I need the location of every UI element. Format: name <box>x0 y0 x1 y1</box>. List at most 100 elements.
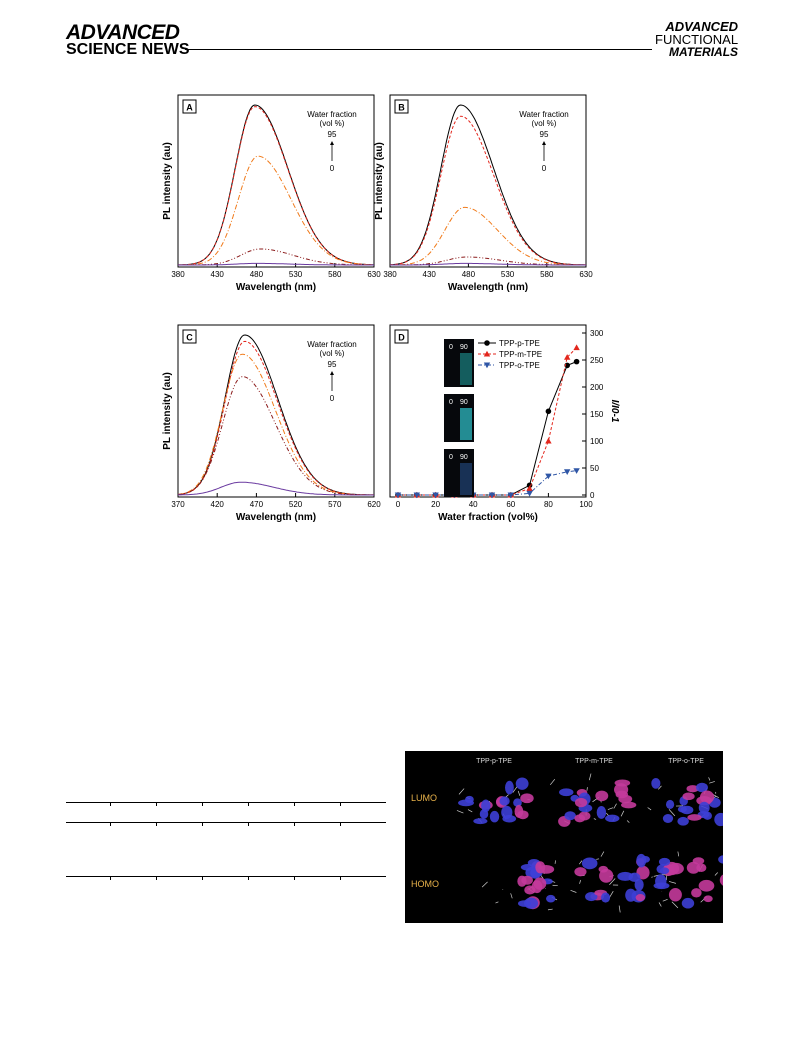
vial-label-90: 90 <box>460 344 468 351</box>
pl-curve-0 <box>178 481 374 496</box>
orbital-lobe <box>668 888 682 902</box>
orbital-lobe <box>489 810 500 823</box>
orbital-lobe <box>481 799 491 813</box>
orbital-lobe <box>680 805 694 815</box>
x-tick-label: 480 <box>250 270 264 279</box>
bond <box>613 803 617 809</box>
bond <box>709 781 715 784</box>
x-tick-label: 480 <box>462 270 476 279</box>
x-axis-label: Wavelength (nm) <box>448 282 528 293</box>
panel-c: C 370 420 470 520 570 620 Wavelength (nm) PL int… <box>162 324 381 523</box>
col-label-p: TPP-p-TPE <box>476 758 512 765</box>
header-science-news: SCIENCE NEWS <box>66 41 190 58</box>
pl-curve-95 <box>389 104 586 266</box>
data-point-o <box>488 492 496 499</box>
pl-curve-70 <box>390 256 586 266</box>
bond <box>658 902 662 907</box>
vial-glow <box>460 463 472 495</box>
orbital-lobe <box>682 792 695 801</box>
bond <box>600 851 605 857</box>
orbital-lobe <box>533 877 547 890</box>
legend-marker <box>483 350 491 357</box>
data-point-o <box>507 492 514 499</box>
panel-a: A 380 430 480 530 580 630 Wavelength (nm) PL int… <box>162 94 381 293</box>
table-rule-bottom <box>66 876 386 880</box>
panel-letter: C <box>186 333 193 343</box>
x-tick-label: 380 <box>383 270 397 279</box>
pl-curve-80 <box>389 206 586 266</box>
legend-unit: (vol %) <box>320 349 345 358</box>
orbital-lobe <box>692 857 705 865</box>
orbital-lobe <box>698 801 710 814</box>
x-tick-label: 630 <box>579 270 593 279</box>
bond <box>579 879 581 884</box>
legend-marker <box>484 340 490 346</box>
bond <box>512 785 518 793</box>
vial-glow <box>460 408 472 440</box>
bond <box>708 777 711 781</box>
bond <box>668 881 677 884</box>
orbital-lobe <box>703 811 712 820</box>
col-label-o: TPP-o-TPE <box>668 758 704 765</box>
orbital-lobe <box>505 780 514 795</box>
bond <box>467 809 473 813</box>
orbital-lobe <box>605 814 620 823</box>
legend-marker <box>483 362 491 369</box>
pl-curve-90 <box>389 115 586 266</box>
orbital-lobe <box>513 798 522 807</box>
bond <box>626 820 630 823</box>
header-advanced: ADVANCED <box>66 21 180 44</box>
legend-top: 95 <box>328 360 337 369</box>
row-label-homo: HOMO <box>411 879 439 889</box>
orbital-lobe <box>574 797 588 808</box>
bond <box>651 876 653 878</box>
bond <box>668 809 676 817</box>
orbital-lobe <box>714 812 723 827</box>
orbital-lobe <box>465 795 474 804</box>
orbital-lobe <box>574 867 587 877</box>
orbital-lobe <box>703 895 713 903</box>
plot-frame <box>177 94 375 268</box>
orbital-lobe <box>517 810 529 820</box>
orbital-lobe <box>687 814 702 821</box>
data-point-m <box>564 354 571 360</box>
legend-unit: (vol %) <box>532 119 557 128</box>
data-point-p <box>573 358 580 365</box>
y-axis-label: PL intensity (au) <box>374 142 385 220</box>
y-tick-label: 0 <box>590 491 595 500</box>
data-point-o <box>394 492 402 499</box>
x-tick-label: 430 <box>423 270 437 279</box>
pl-curve-80 <box>178 155 375 266</box>
legend-entry: TPP-o-TPE <box>499 361 540 370</box>
panel-letter-box <box>182 329 197 344</box>
x-tick-label: 420 <box>211 500 225 509</box>
legend-arrowhead <box>330 371 334 375</box>
bond <box>481 881 488 888</box>
pl-curve-80 <box>177 353 375 496</box>
bond <box>677 851 680 857</box>
legend-top: 95 <box>540 130 549 139</box>
bond <box>609 878 616 885</box>
bond <box>671 901 679 909</box>
orbital-lobe <box>662 814 674 823</box>
legend-title: Water fraction <box>519 110 569 119</box>
header-right-advanced: ADVANCED <box>665 19 739 34</box>
x-tick-label: 370 <box>171 500 185 509</box>
x-tick-label: 80 <box>544 500 553 509</box>
panel-letter: D <box>398 333 405 343</box>
orbital-lobe <box>617 871 634 881</box>
data-point-m <box>573 344 580 351</box>
orbital-lobe <box>686 861 701 874</box>
orbital-lobe <box>520 864 535 871</box>
y-axis-label: PL intensity (au) <box>162 372 173 450</box>
x-tick-label: 580 <box>540 270 554 279</box>
orbital-lobe <box>618 794 633 804</box>
bond <box>620 810 625 817</box>
bond <box>495 901 499 904</box>
y-tick-label: 50 <box>590 464 599 473</box>
orbital-lobe <box>499 796 510 806</box>
pl-curve-0 <box>178 262 374 266</box>
orbital-lobe <box>698 879 715 892</box>
orbital-lobe <box>718 855 723 864</box>
